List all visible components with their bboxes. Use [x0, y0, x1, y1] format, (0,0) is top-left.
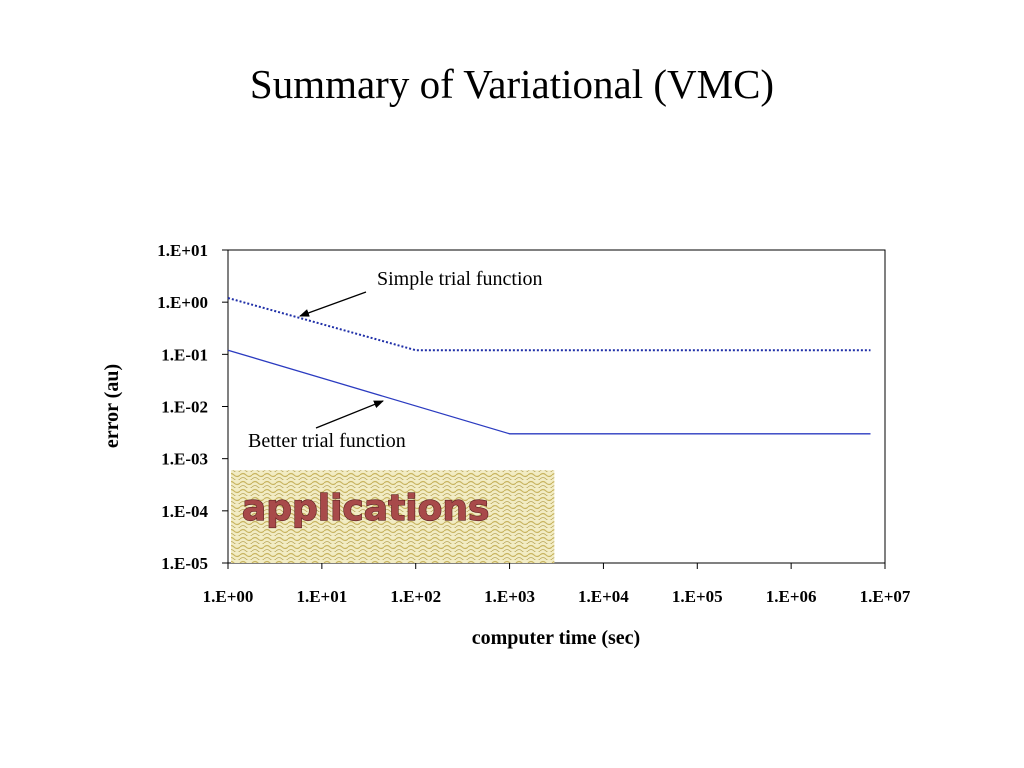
applications-label: applications: [242, 488, 489, 529]
better-trial-function-line: [227, 349, 871, 435]
slide-title: Summary of Variational (VMC): [249, 61, 775, 107]
y-tick-label: 1.E-05: [161, 554, 208, 573]
simple-trial-function-line: [227, 297, 871, 352]
y-tick-label: 1.E-02: [161, 398, 208, 417]
x-tick-label: 1.E+00: [203, 587, 254, 606]
x-tick-label: 1.E+02: [390, 587, 441, 606]
y-tick-label: 1.E-03: [161, 450, 208, 469]
simple-trial-function-label: Simple trial function: [377, 268, 543, 290]
y-tick-label: 1.E+01: [157, 241, 208, 260]
x-tick-label: 1.E+03: [484, 587, 535, 606]
applications-region: [231, 470, 555, 563]
x-tick-label: 1.E+01: [296, 587, 347, 606]
y-tick-label: 1.E-04: [161, 502, 208, 521]
y-tick-label: 1.E+00: [157, 293, 208, 312]
x-tick-label: 1.E+05: [672, 587, 723, 606]
better-trial-function-label: Better trial function: [248, 430, 406, 452]
x-tick-label: 1.E+06: [766, 587, 817, 606]
better-trial-function-arrow: [315, 400, 384, 429]
y-tick-label: 1.E-01: [161, 345, 208, 364]
simple-trial-function-arrow: [299, 291, 367, 317]
x-axis-title: computer time (sec): [472, 627, 640, 649]
y-axis-title: error (au): [101, 364, 123, 448]
x-tick-label: 1.E+04: [578, 587, 629, 606]
x-tick-label: 1.E+07: [860, 587, 911, 606]
